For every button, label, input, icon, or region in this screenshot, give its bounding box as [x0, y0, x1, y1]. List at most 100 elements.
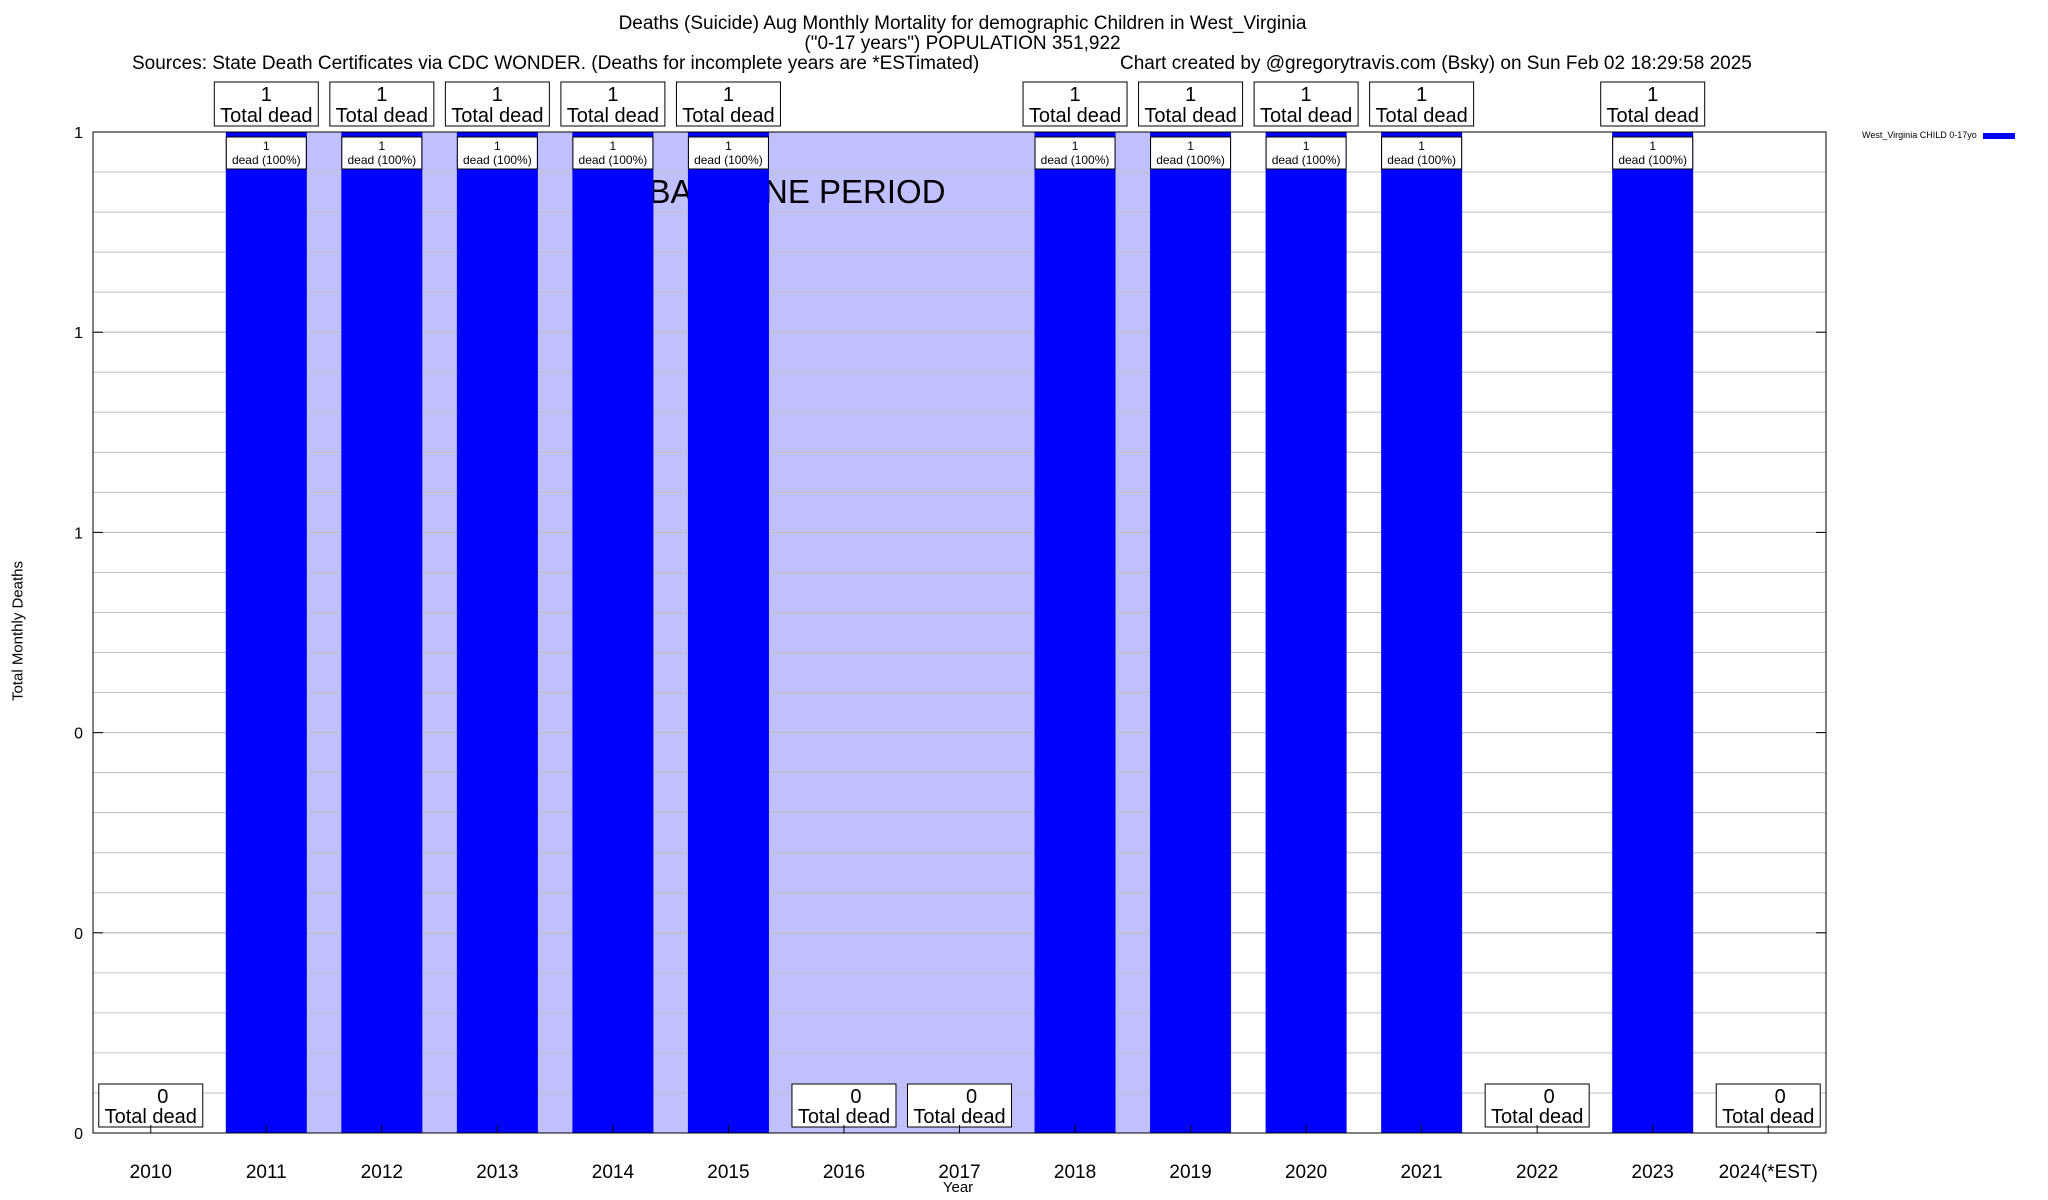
total-label-text: Total dead	[451, 105, 543, 127]
x-tick-label: 2010	[130, 1162, 172, 1183]
data-label-value: 1	[725, 139, 732, 153]
data-label-box	[225, 136, 307, 170]
x-tick-label: 2011	[246, 1162, 287, 1183]
total-label-value: 1	[1416, 84, 1427, 106]
x-tick-label: 2019	[1169, 1162, 1211, 1183]
total-label-text: Total dead	[567, 105, 659, 127]
data-label-value: 1	[1418, 139, 1425, 153]
data-label-text: dead (100%)	[463, 153, 532, 167]
y-tick-label: 0	[74, 726, 83, 743]
total-label-box	[1600, 81, 1706, 127]
total-label-text: Total dead	[336, 105, 428, 127]
total-label-value: 1	[261, 84, 272, 106]
legend-swatch	[1982, 132, 2015, 139]
legend: West_Virginia CHILD 0-17yo	[1862, 130, 2015, 140]
bar-2019	[1150, 132, 1232, 1133]
data-label-text: dead (100%)	[1156, 153, 1225, 167]
sources-note: Sources: State Death Certificates via CD…	[132, 53, 980, 74]
data-label-value: 1	[610, 139, 617, 153]
total-label-text: Total dead	[105, 1106, 197, 1128]
total-label-text: Total dead	[1375, 105, 1467, 127]
total-label-text: Total dead	[1722, 1106, 1814, 1128]
bar-2021	[1381, 132, 1463, 1133]
x-tick-label: 2016	[823, 1162, 865, 1183]
x-tick-label: 2013	[476, 1162, 518, 1183]
total-label-value: 0	[1544, 1086, 1555, 1108]
total-label-box	[1369, 81, 1475, 127]
total-label-value: 1	[376, 84, 387, 106]
total-label-text: Total dead	[1029, 105, 1121, 127]
data-label-text: dead (100%)	[694, 153, 763, 167]
data-label-value: 1	[263, 139, 270, 153]
data-label-box	[1034, 136, 1116, 170]
data-label-box	[572, 136, 654, 170]
total-label-text: Total dead	[1607, 105, 1699, 127]
total-label-value: 1	[607, 84, 618, 106]
total-label-text: Total dead	[1491, 1106, 1583, 1128]
data-label-box	[1612, 136, 1694, 170]
total-label-text: Total dead	[1260, 105, 1352, 127]
y-tick-label: 0	[74, 926, 83, 943]
x-tick-label: 2022	[1516, 1162, 1558, 1183]
data-label-value: 1	[378, 139, 385, 153]
total-label-box	[907, 1083, 1012, 1128]
chart-credit: Chart created by @gregorytravis.com (Bsk…	[1120, 53, 1752, 74]
total-label-box	[675, 81, 781, 127]
total-label-value: 1	[1185, 84, 1196, 106]
total-label-value: 0	[850, 1086, 861, 1108]
plot-frame	[92, 131, 1827, 1134]
bar-2013	[456, 132, 538, 1133]
data-label-value: 1	[1303, 139, 1310, 153]
total-label-value: 0	[966, 1086, 977, 1108]
bar-2015	[687, 132, 769, 1133]
data-label-box	[341, 136, 423, 170]
total-label-box	[444, 81, 550, 127]
bar-2020	[1265, 132, 1347, 1133]
chart-subtitle: ("0-17 years") POPULATION 351,922	[804, 33, 1121, 54]
total-label-value: 0	[1775, 1086, 1786, 1108]
data-label-value: 1	[494, 139, 501, 153]
data-label-box	[1265, 136, 1347, 170]
data-label-text: dead (100%)	[579, 153, 648, 167]
x-tick-label: 2012	[361, 1162, 403, 1183]
data-label-box	[456, 136, 538, 170]
x-tick-label: 2018	[1054, 1162, 1096, 1183]
data-label-text: dead (100%)	[347, 153, 416, 167]
total-label-value: 1	[723, 84, 734, 106]
x-tick-label: 2024(*EST)	[1719, 1162, 1818, 1183]
x-tick-label: 2020	[1285, 1162, 1327, 1183]
data-label-text: dead (100%)	[1387, 153, 1456, 167]
data-label-value: 1	[1072, 139, 1079, 153]
x-tick-label: 2015	[707, 1162, 749, 1183]
total-label-value: 1	[1301, 84, 1312, 106]
total-label-text: Total dead	[1144, 105, 1236, 127]
total-label-box	[791, 1083, 897, 1128]
total-label-text: Total dead	[798, 1106, 890, 1128]
x-tick-label: 2017	[938, 1162, 980, 1183]
data-label-text: dead (100%)	[232, 153, 301, 167]
data-label-text: dead (100%)	[1618, 153, 1687, 167]
legend-label: West_Virginia CHILD 0-17yo	[1862, 130, 1977, 140]
y-tick-label: 1	[74, 325, 83, 342]
data-label-text: dead (100%)	[1272, 153, 1341, 167]
